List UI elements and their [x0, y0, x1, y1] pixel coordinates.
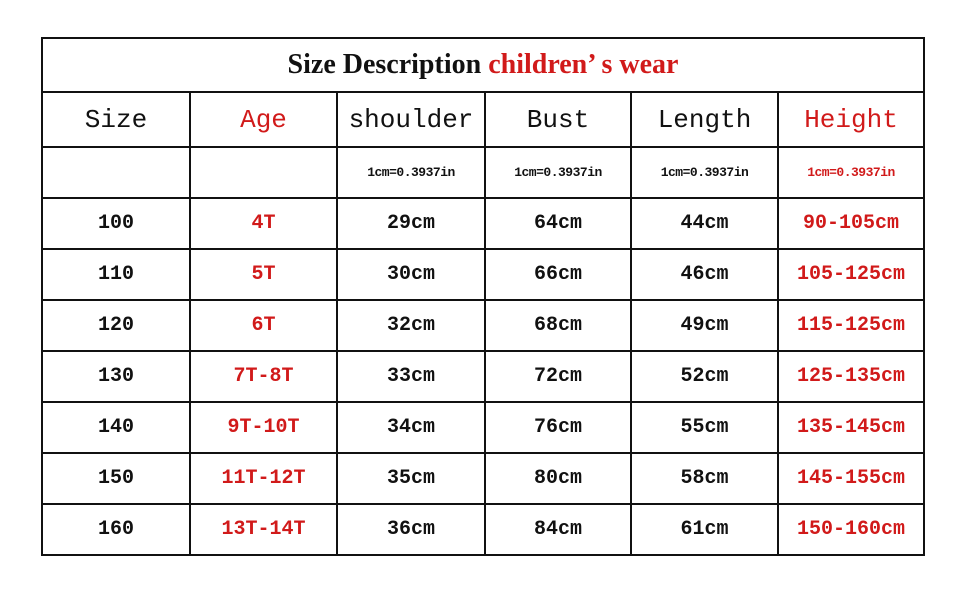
- header-shoulder: shoulder: [336, 91, 486, 148]
- cell-age: 7T-8T: [189, 350, 338, 403]
- cell-size: 120: [41, 299, 191, 352]
- table-row: 150 11T-12T 35cm 80cm 58cm 145-155cm: [41, 452, 926, 505]
- size-chart-table: Size Description children’ s wear Size A…: [40, 37, 926, 556]
- header-size: Size: [41, 91, 191, 148]
- cell-size: 140: [41, 401, 191, 454]
- unit-cell: [41, 146, 191, 199]
- title-highlight: children’ s wear: [488, 49, 679, 80]
- table-row: 130 7T-8T 33cm 72cm 52cm 125-135cm: [41, 350, 926, 403]
- cell-height: 115-125cm: [776, 299, 926, 352]
- cell-height: 125-135cm: [776, 350, 926, 403]
- cell-bust: 76cm: [484, 401, 632, 454]
- cell-size: 150: [41, 452, 191, 505]
- unit-cell: 1cm=0.3937in: [336, 146, 486, 199]
- cell-shoulder: 36cm: [336, 503, 486, 556]
- table-row: 140 9T-10T 34cm 76cm 55cm 135-145cm: [41, 401, 926, 454]
- header-row: Size Age shoulder Bust Length Height: [41, 91, 926, 148]
- cell-length: 52cm: [630, 350, 779, 403]
- cell-bust: 64cm: [484, 197, 632, 250]
- cell-age: 9T-10T: [189, 401, 338, 454]
- header-bust: Bust: [484, 91, 632, 148]
- cell-length: 46cm: [630, 248, 779, 301]
- cell-age: 5T: [189, 248, 338, 301]
- cell-length: 55cm: [630, 401, 779, 454]
- unit-cell: [189, 146, 338, 199]
- cell-age: 6T: [189, 299, 338, 352]
- cell-length: 58cm: [630, 452, 779, 505]
- unit-row: 1cm=0.3937in 1cm=0.3937in 1cm=0.3937in 1…: [41, 146, 926, 199]
- cell-length: 49cm: [630, 299, 779, 352]
- cell-height: 105-125cm: [776, 248, 926, 301]
- cell-length: 44cm: [630, 197, 779, 250]
- unit-cell: 1cm=0.3937in: [630, 146, 779, 199]
- cell-bust: 72cm: [484, 350, 632, 403]
- table-row: 100 4T 29cm 64cm 44cm 90-105cm: [41, 197, 926, 250]
- cell-bust: 68cm: [484, 299, 632, 352]
- cell-age: 11T-12T: [189, 452, 338, 505]
- cell-bust: 84cm: [484, 503, 632, 556]
- cell-shoulder: 34cm: [336, 401, 486, 454]
- header-age: Age: [189, 91, 338, 148]
- table-row: 160 13T-14T 36cm 84cm 61cm 150-160cm: [41, 503, 926, 556]
- cell-height: 90-105cm: [776, 197, 926, 250]
- cell-size: 100: [41, 197, 191, 250]
- table-row: 110 5T 30cm 66cm 46cm 105-125cm: [41, 248, 926, 301]
- title-row: Size Description children’ s wear: [40, 37, 926, 93]
- cell-height: 150-160cm: [776, 503, 926, 556]
- cell-shoulder: 30cm: [336, 248, 486, 301]
- table-row: 120 6T 32cm 68cm 49cm 115-125cm: [41, 299, 926, 352]
- cell-size: 110: [41, 248, 191, 301]
- cell-shoulder: 29cm: [336, 197, 486, 250]
- cell-bust: 80cm: [484, 452, 632, 505]
- unit-cell: 1cm=0.3937in: [484, 146, 632, 199]
- cell-bust: 66cm: [484, 248, 632, 301]
- cell-height: 145-155cm: [776, 452, 926, 505]
- cell-age: 13T-14T: [189, 503, 338, 556]
- cell-shoulder: 35cm: [336, 452, 486, 505]
- header-length: Length: [630, 91, 779, 148]
- cell-size: 130: [41, 350, 191, 403]
- cell-shoulder: 32cm: [336, 299, 486, 352]
- title-main: Size Description: [287, 49, 482, 80]
- cell-shoulder: 33cm: [336, 350, 486, 403]
- cell-size: 160: [41, 503, 191, 556]
- cell-height: 135-145cm: [776, 401, 926, 454]
- table-title: Size Description children’ s wear: [40, 37, 926, 93]
- cell-length: 61cm: [630, 503, 779, 556]
- header-height: Height: [776, 91, 926, 148]
- cell-age: 4T: [189, 197, 338, 250]
- unit-cell: 1cm=0.3937in: [776, 146, 926, 199]
